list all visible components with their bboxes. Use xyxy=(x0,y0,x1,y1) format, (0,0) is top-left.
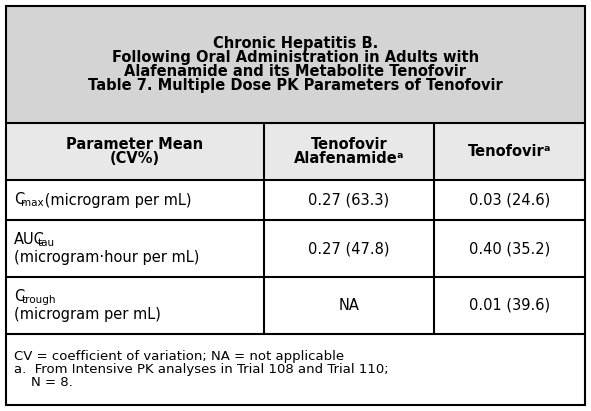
Text: 0.40 (35.2): 0.40 (35.2) xyxy=(469,241,550,256)
Bar xyxy=(6,220,585,277)
Text: max: max xyxy=(21,199,44,208)
Text: 0.01 (39.6): 0.01 (39.6) xyxy=(469,298,550,313)
Text: Chronic Hepatitis B.: Chronic Hepatitis B. xyxy=(213,36,378,51)
Text: (CV%): (CV%) xyxy=(110,151,160,166)
Text: NA: NA xyxy=(339,298,359,313)
Text: C: C xyxy=(14,289,24,304)
Text: Tenofovirᵃ: Tenofovirᵃ xyxy=(468,144,551,159)
Text: Parameter Mean: Parameter Mean xyxy=(66,137,203,152)
Text: 0.03 (24.6): 0.03 (24.6) xyxy=(469,192,550,208)
Text: Alafenamide and its Metabolite Tenofovir: Alafenamide and its Metabolite Tenofovir xyxy=(125,64,466,79)
Text: (microgram per mL): (microgram per mL) xyxy=(14,307,161,322)
Bar xyxy=(6,123,585,180)
Text: AUC: AUC xyxy=(14,232,45,247)
Text: CV = coefficient of variation; NA = not applicable: CV = coefficient of variation; NA = not … xyxy=(14,350,344,363)
Text: N = 8.: N = 8. xyxy=(14,376,73,389)
Text: 0.27 (63.3): 0.27 (63.3) xyxy=(309,192,389,208)
Text: (microgram·hour per mL): (microgram·hour per mL) xyxy=(14,250,199,265)
Bar xyxy=(6,180,585,220)
Text: Table 7. Multiple Dose PK Parameters of Tenofovir: Table 7. Multiple Dose PK Parameters of … xyxy=(88,78,503,93)
Bar xyxy=(6,277,585,334)
Text: Alafenamideᵃ: Alafenamideᵃ xyxy=(294,151,404,166)
Bar xyxy=(6,6,585,123)
Text: Following Oral Administration in Adults with: Following Oral Administration in Adults … xyxy=(112,50,479,65)
Text: 0.27 (47.8): 0.27 (47.8) xyxy=(309,241,390,256)
Bar xyxy=(6,334,585,405)
Text: tau: tau xyxy=(38,238,55,248)
Text: (microgram per mL): (microgram per mL) xyxy=(40,192,191,208)
Text: a.  From Intensive PK analyses in Trial 108 and Trial 110;: a. From Intensive PK analyses in Trial 1… xyxy=(14,363,389,376)
Text: Tenofovir: Tenofovir xyxy=(311,137,388,152)
Text: C: C xyxy=(14,192,24,208)
Text: trough: trough xyxy=(21,295,56,305)
